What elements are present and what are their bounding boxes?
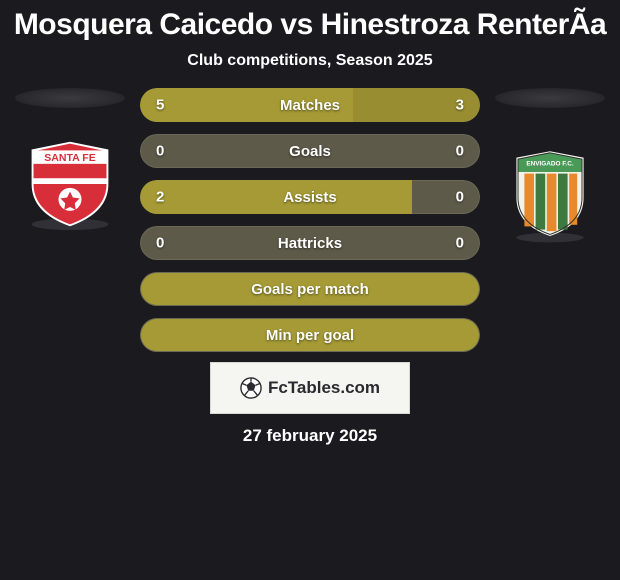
soccer-ball-icon xyxy=(240,377,262,399)
stat-row: 2 0 Assists xyxy=(140,180,480,214)
stat-value-left: 2 xyxy=(156,189,164,206)
stat-value-left: 0 xyxy=(156,143,164,160)
stat-value-left: 0 xyxy=(156,235,164,252)
date-text: 27 february 2025 xyxy=(243,426,377,446)
stat-row: 5 3 Matches xyxy=(140,88,480,122)
subtitle: Club competitions, Season 2025 xyxy=(187,52,432,70)
main-row: SANTA FE 5 3 Matches 0 0 Goals 2 0 Assists 0 0 Hatt… xyxy=(0,88,620,352)
stat-row: 0 0 Hattricks xyxy=(140,226,480,260)
stat-row: 0 0 Goals xyxy=(140,134,480,168)
stat-value-right: 0 xyxy=(456,235,464,252)
stat-value-right: 3 xyxy=(456,97,464,114)
right-player-shadow xyxy=(495,88,605,108)
comparison-infographic: Mosquera Caicedo vs Hinestroza RenterÃa … xyxy=(0,0,620,580)
stat-label: Hattricks xyxy=(278,235,342,252)
right-team-crest: ENVIGADO F.C. xyxy=(502,148,598,244)
stat-fill-left xyxy=(140,180,412,214)
footer: FcTables.com 27 february 2025 xyxy=(210,362,410,446)
stat-value-left: 5 xyxy=(156,97,164,114)
stat-label: Assists xyxy=(283,189,336,206)
svg-text:ENVIGADO F.C.: ENVIGADO F.C. xyxy=(526,161,573,168)
stat-label: Goals xyxy=(289,143,331,160)
page-title: Mosquera Caicedo vs Hinestroza RenterÃa xyxy=(14,8,606,42)
left-team-crest: SANTA FE xyxy=(22,136,118,232)
stat-label: Matches xyxy=(280,97,340,114)
brand-text: FcTables.com xyxy=(268,378,380,398)
right-team-col: ENVIGADO F.C. xyxy=(490,88,610,244)
fctables-badge: FcTables.com xyxy=(210,362,410,414)
stats-column: 5 3 Matches 0 0 Goals 2 0 Assists 0 0 Hattricks Goal… xyxy=(130,88,490,352)
stat-value-right: 0 xyxy=(456,143,464,160)
stat-label: Goals per match xyxy=(251,281,369,298)
stat-value-right: 0 xyxy=(456,189,464,206)
left-player-shadow xyxy=(15,88,125,108)
stat-row: Min per goal xyxy=(140,318,480,352)
left-team-col: SANTA FE xyxy=(10,88,130,232)
stat-row: Goals per match xyxy=(140,272,480,306)
svg-text:SANTA FE: SANTA FE xyxy=(44,152,96,164)
stat-label: Min per goal xyxy=(266,327,354,344)
